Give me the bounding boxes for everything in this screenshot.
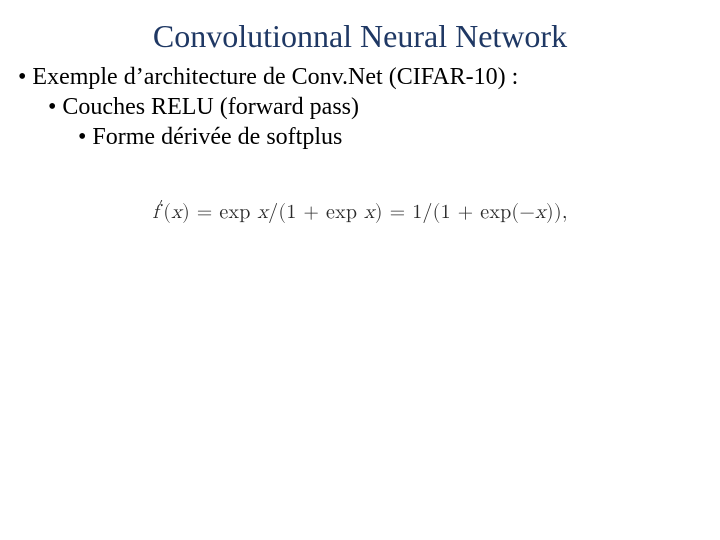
formula-close1: ) (375, 202, 383, 222)
formula-close-paren-1: ) (182, 202, 190, 222)
formula-x1: x (171, 202, 182, 222)
formula-open-paren-1: ( (163, 202, 171, 222)
slide-title: Convolutionnal Neural Network (0, 18, 720, 55)
bullet-list: • Exemple d’architecture de Conv.Net (CI… (18, 62, 518, 152)
bullet-level-3: • Forme dérivée de softplus (78, 122, 518, 152)
slide: Convolutionnal Neural Network • Exemple … (0, 0, 720, 540)
formula-close2: )), (546, 202, 568, 222)
formula-x4: x (535, 202, 546, 222)
formula-eq1: = (190, 202, 219, 222)
bullet-level-2: • Couches RELU (forward pass) (48, 92, 518, 122)
formula-eq2: = (383, 202, 412, 222)
formula-x2: x (257, 202, 268, 222)
bullet-level-1: • Exemple d’architecture de Conv.Net (CI… (18, 62, 518, 92)
formula-exp2: exp (326, 202, 364, 222)
formula-x3: x (364, 202, 375, 222)
softplus-derivative-formula: f′(x) = exp x/(1 + exp x) = 1/(1 + exp(−… (152, 200, 567, 224)
formula-one-over: 1/(1 + (412, 202, 480, 222)
formula-exp3: exp (480, 202, 511, 222)
formula-neg-x-open: (− (511, 202, 535, 222)
formula-exp1: exp (219, 202, 257, 222)
formula-container: f′(x) = exp x/(1 + exp x) = 1/(1 + exp(−… (0, 200, 720, 224)
formula-slash1: /(1 + (268, 202, 326, 222)
